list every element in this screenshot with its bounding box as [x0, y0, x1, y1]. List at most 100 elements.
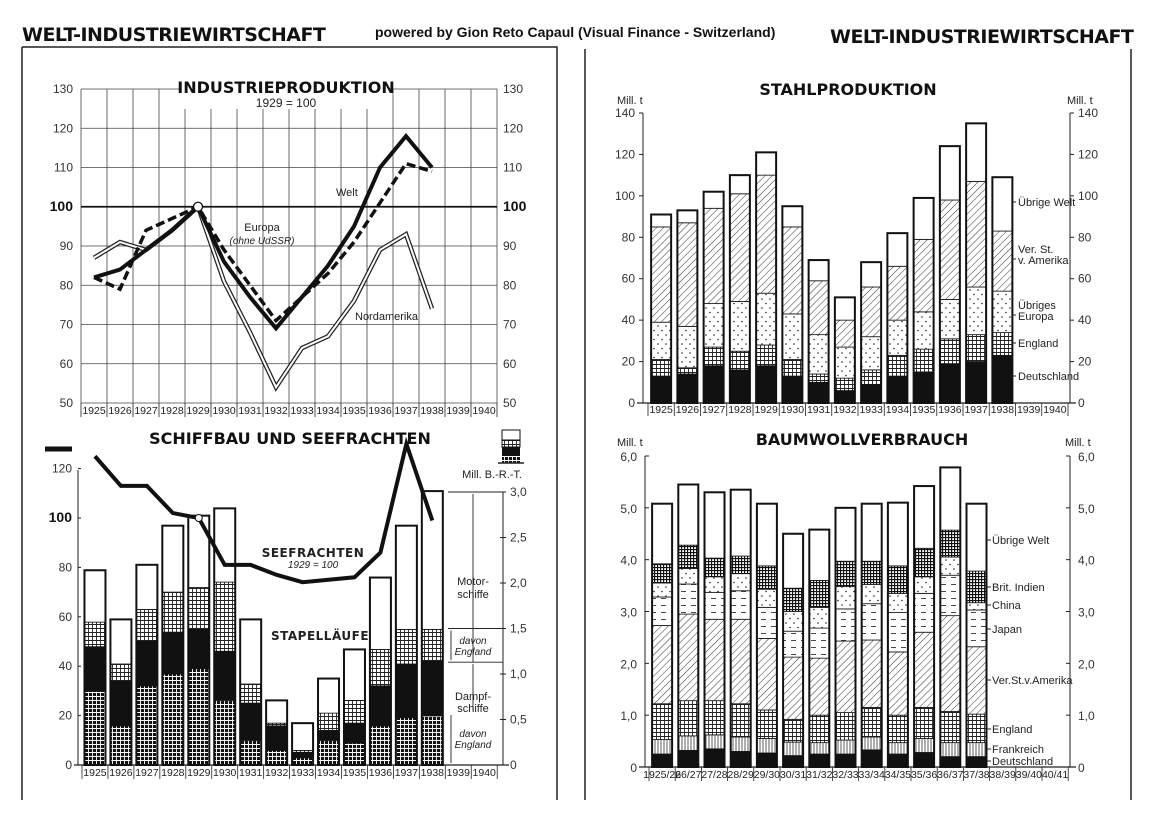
cotton-segment-7	[756, 503, 778, 567]
cotton-segment-1	[808, 742, 830, 755]
steel-bar-outline	[938, 145, 961, 404]
cotton-segment-4	[651, 596, 673, 626]
cotton-segment-7	[782, 533, 804, 589]
y-tick-label-right: 3,0	[510, 485, 527, 499]
x-tick-label: 35/36	[911, 769, 937, 781]
ship-segment-0	[291, 757, 314, 766]
ship-segment-0	[135, 685, 158, 766]
x-tick-label: 38/39	[990, 769, 1016, 781]
y-tick-label-right: 110	[503, 161, 522, 175]
steel-segment-0	[913, 371, 935, 404]
side-label: Dampf-	[455, 691, 491, 703]
steel-segment-1	[965, 334, 987, 362]
steel-segment-4	[965, 122, 987, 182]
steel-segment-4	[703, 191, 725, 209]
credit-line: powered by Gion Reto Capaul (Visual Fina…	[375, 24, 775, 40]
steel-segment-3	[755, 174, 777, 294]
y-tick-label-left: 0	[630, 761, 637, 775]
steel-bar-outline	[650, 213, 673, 404]
cotton-segment-7	[808, 529, 830, 581]
y-tick-label-left: 6,0	[620, 450, 637, 464]
x-tick-label: 1933	[290, 405, 314, 417]
steel-segment-3	[781, 226, 803, 315]
cotton-segment-2	[939, 711, 961, 744]
cotton-segment-2	[756, 709, 778, 739]
y-tick-label-right: 120	[1078, 147, 1098, 161]
ship-segment-2	[317, 712, 340, 731]
x-tick-label: 1933	[859, 404, 883, 416]
steel-segment-0	[676, 373, 698, 404]
cotton-segment-6	[887, 565, 909, 594]
cotton-segment-5	[939, 556, 961, 576]
x-tick-label: 1936	[369, 767, 393, 779]
steel-segment-3	[703, 207, 725, 304]
y-tick-label-left: 60	[622, 272, 636, 286]
cotton-segment-0	[808, 753, 830, 768]
right-panel-frame	[584, 49, 1132, 800]
cotton-segment-4	[704, 591, 725, 620]
steel-segment-2	[965, 286, 987, 336]
steel-segment-1	[650, 359, 672, 377]
base-year-marker	[192, 201, 204, 212]
ship-segment-1	[239, 702, 262, 741]
legend-icon-dampf	[502, 447, 520, 456]
x-tick-label: 1938	[420, 405, 444, 417]
steel-segment-1	[886, 354, 908, 377]
ship-segment-3	[395, 525, 418, 630]
steel-segment-3	[834, 319, 856, 348]
cotton-segment-3	[939, 615, 961, 712]
steel-segment-1	[755, 344, 777, 367]
series-label: Frankreich	[992, 744, 1044, 756]
steel-segment-2	[808, 334, 830, 375]
steel-bar-outline	[676, 209, 699, 404]
cotton-bar-outline	[729, 488, 752, 768]
series-label: Übrige Welt	[1018, 197, 1075, 209]
cotton-segment-0	[966, 756, 987, 768]
cotton-segment-3	[913, 631, 935, 708]
series-label: Japan	[992, 624, 1022, 636]
cotton-segment-3	[861, 639, 883, 708]
x-tick-label: 1929	[186, 405, 210, 417]
x-tick-label: 1925	[649, 404, 673, 416]
y-tick-label-left: 2,0	[620, 657, 637, 671]
x-tick-label: 1929	[187, 767, 211, 779]
steel-segment-0	[965, 361, 987, 404]
baumwollverbrauch-chart: BAUMWOLLVERBRAUCH Mill. t Mill. t 0 0 1,0 1,0 2…	[617, 430, 1095, 781]
ship-segment-2	[239, 683, 262, 704]
steel-segment-3	[939, 199, 961, 300]
cotton-segment-6	[677, 544, 699, 569]
y-tick-label-right: 4,0	[1078, 554, 1095, 568]
x-tick-label: 1937	[964, 404, 988, 416]
cotton-segment-1	[756, 738, 778, 754]
y-tick-label-right: 1,0	[510, 667, 527, 681]
steel-segment-2	[703, 303, 725, 348]
side-label: Motor-	[457, 576, 489, 588]
y-tick-label-right: 90	[503, 239, 517, 253]
cotton-segment-1	[887, 742, 909, 755]
series-label: England	[992, 724, 1032, 736]
x-tick-label: 1936	[368, 405, 392, 417]
cotton-segment-2	[808, 714, 830, 744]
ship-bar-outline	[265, 699, 289, 767]
ship-segment-0	[395, 717, 418, 766]
steel-segment-2	[886, 319, 908, 356]
ship-segment-2	[265, 722, 288, 727]
series-note-europa: (ohne UdSSR)	[229, 236, 294, 247]
y-axis-label-right: Mill. t	[1067, 95, 1093, 107]
x-tick-label: 1932	[265, 767, 289, 779]
cotton-segment-5	[966, 602, 987, 611]
y-tick-label-left: 140	[615, 106, 635, 120]
steel-segment-0	[939, 363, 961, 404]
ship-segment-3	[84, 569, 106, 623]
steel-bar-outline	[991, 176, 1014, 404]
ship-bar-outline	[109, 618, 133, 767]
steel-segment-1	[860, 369, 882, 385]
ship-segment-3	[343, 649, 366, 701]
x-tick-label: 1925/26	[643, 769, 681, 781]
steel-segment-4	[650, 214, 672, 228]
cotton-segment-7	[651, 503, 673, 565]
ship-bar-outline	[83, 569, 107, 767]
cotton-segment-7	[939, 467, 961, 531]
cotton-segment-6	[808, 580, 830, 608]
chart-subtitle: 1929 = 100	[256, 96, 317, 110]
